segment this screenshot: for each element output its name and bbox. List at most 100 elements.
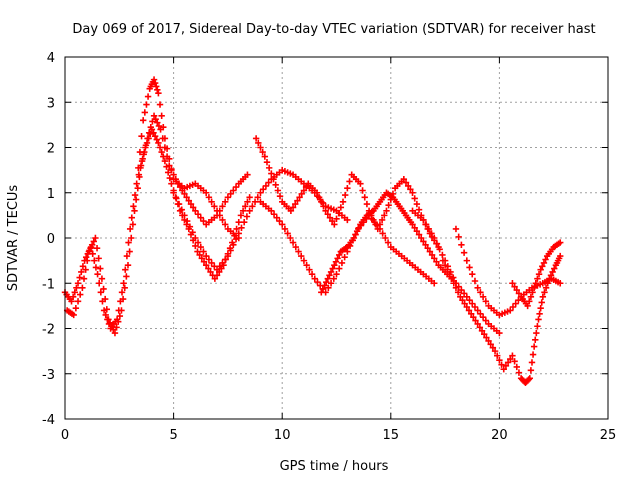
- data-point: [163, 163, 170, 170]
- data-point: [82, 254, 90, 261]
- data-point: [306, 266, 313, 273]
- data-point: [491, 347, 499, 355]
- data-point: [428, 251, 436, 259]
- data-point: [105, 316, 112, 323]
- series-track-c: [135, 126, 253, 282]
- data-point: [263, 159, 271, 166]
- data-point: [272, 181, 279, 189]
- data-point: [194, 248, 201, 255]
- data-point: [196, 251, 203, 259]
- y-tick-label: 1: [47, 187, 55, 202]
- data-point: [268, 170, 275, 177]
- data-point: [73, 284, 80, 291]
- data-point: [448, 275, 455, 282]
- data-point: [90, 238, 97, 245]
- data-point: [336, 251, 343, 259]
- data-point: [302, 183, 310, 191]
- data-point: [463, 257, 471, 264]
- data-point: [192, 207, 199, 215]
- data-point: [539, 263, 546, 270]
- data-point: [461, 300, 468, 307]
- y-tick-label: 2: [47, 142, 55, 157]
- data-point: [474, 320, 481, 328]
- data-point: [415, 206, 423, 213]
- data-point: [509, 303, 517, 311]
- data-point: [76, 274, 83, 281]
- data-point: [385, 201, 392, 209]
- data-point: [527, 293, 535, 301]
- data-point: [77, 291, 84, 298]
- y-tick-label: -2: [42, 323, 55, 338]
- data-point: [500, 366, 507, 373]
- x-tick-label: 5: [169, 428, 177, 443]
- data-point: [155, 90, 162, 97]
- data-point: [80, 275, 88, 282]
- data-point: [92, 264, 100, 271]
- data-point: [311, 275, 318, 282]
- data-point: [85, 248, 93, 255]
- series-track-a: [61, 76, 242, 332]
- data-point: [378, 216, 386, 224]
- data-point: [321, 282, 328, 289]
- data-point: [123, 252, 131, 260]
- data-point: [259, 186, 267, 193]
- data-point: [526, 298, 533, 305]
- data-point: [157, 126, 164, 133]
- data-point: [129, 221, 137, 228]
- data-point: [441, 261, 449, 269]
- data-point: [318, 198, 325, 205]
- data-point: [200, 258, 208, 265]
- data-point: [116, 312, 124, 320]
- data-point: [178, 206, 185, 213]
- data-point: [232, 235, 240, 243]
- data-point: [540, 259, 548, 267]
- data-point: [276, 192, 284, 200]
- data-point: [139, 117, 147, 124]
- y-axis-label: SDTVAR / TECUs: [6, 185, 21, 292]
- data-point: [192, 242, 199, 250]
- data-point: [138, 132, 145, 140]
- data-point: [292, 200, 299, 208]
- data-point: [512, 300, 519, 307]
- data-point: [121, 284, 128, 291]
- data-point: [431, 280, 438, 287]
- data-point: [471, 277, 479, 285]
- data-point: [261, 153, 269, 160]
- data-point: [329, 265, 336, 272]
- data-point: [469, 300, 476, 307]
- data-point: [320, 203, 327, 210]
- data-point: [238, 224, 245, 232]
- data-point: [142, 144, 149, 151]
- data-point: [281, 225, 289, 233]
- data-point: [511, 358, 518, 365]
- data-point: [89, 250, 96, 258]
- data-point: [254, 194, 261, 201]
- data-point: [433, 258, 440, 265]
- data-point: [126, 248, 133, 255]
- data-point: [450, 280, 457, 287]
- data-point: [303, 261, 310, 269]
- y-tick-label: -4: [42, 413, 55, 428]
- data-point: [244, 171, 251, 178]
- data-point: [400, 175, 408, 183]
- data-point: [118, 307, 125, 314]
- data-point: [202, 261, 210, 269]
- data-point: [557, 252, 564, 260]
- data-point: [115, 318, 122, 325]
- data-point: [172, 175, 179, 183]
- data-point: [359, 187, 366, 194]
- data-point: [409, 189, 416, 196]
- data-point: [535, 316, 542, 323]
- data-point: [335, 209, 342, 217]
- data-point: [324, 275, 332, 282]
- data-point: [471, 303, 479, 311]
- data-point: [144, 93, 152, 100]
- data-point: [509, 280, 516, 287]
- data-point: [331, 261, 338, 269]
- data-point: [118, 289, 126, 296]
- data-point: [298, 252, 305, 260]
- data-point: [454, 289, 462, 296]
- data-point: [123, 273, 130, 280]
- data-point: [72, 304, 80, 312]
